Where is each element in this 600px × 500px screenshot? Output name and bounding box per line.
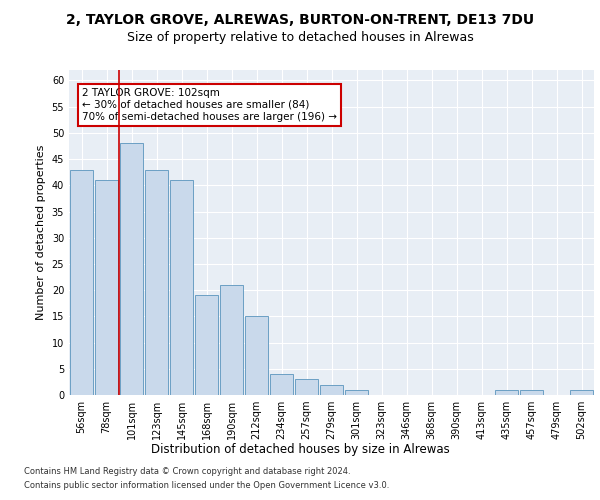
Bar [220,285,244,395]
Bar [269,374,293,395]
Bar [344,390,368,395]
Bar [520,390,544,395]
Bar [194,296,218,395]
Text: Size of property relative to detached houses in Alrewas: Size of property relative to detached ho… [127,31,473,44]
Bar [119,144,143,395]
Text: 2 TAYLOR GROVE: 102sqm
← 30% of detached houses are smaller (84)
70% of semi-det: 2 TAYLOR GROVE: 102sqm ← 30% of detached… [82,88,337,122]
Bar [145,170,169,395]
Bar [295,380,319,395]
Bar [569,390,593,395]
Bar [95,180,118,395]
Text: Distribution of detached houses by size in Alrewas: Distribution of detached houses by size … [151,442,449,456]
Text: Contains public sector information licensed under the Open Government Licence v3: Contains public sector information licen… [24,481,389,490]
Bar [170,180,193,395]
Bar [320,384,343,395]
Bar [70,170,94,395]
Bar [245,316,268,395]
Y-axis label: Number of detached properties: Number of detached properties [36,145,46,320]
Text: Contains HM Land Registry data © Crown copyright and database right 2024.: Contains HM Land Registry data © Crown c… [24,468,350,476]
Text: 2, TAYLOR GROVE, ALREWAS, BURTON-ON-TRENT, DE13 7DU: 2, TAYLOR GROVE, ALREWAS, BURTON-ON-TREN… [66,12,534,26]
Bar [494,390,518,395]
